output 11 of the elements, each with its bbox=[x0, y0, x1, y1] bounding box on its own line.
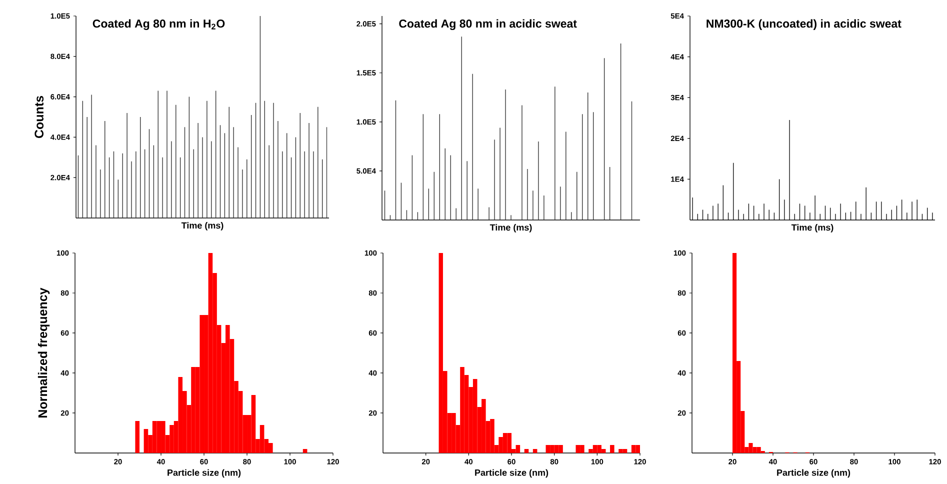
chart-title: NM300-K (uncoated) in acidic sweat bbox=[706, 19, 902, 30]
chart-title: Coated Ag 80 nm in H$_{2}$O bbox=[92, 19, 225, 30]
x-axis-title: Time (ms) bbox=[181, 222, 224, 230]
x-axis-title: Time (ms) bbox=[791, 224, 834, 232]
y-axis-title: Normalized frequency bbox=[38, 288, 50, 418]
x-axis-title: Particle size (nm) bbox=[168, 469, 241, 478]
y-axis-title: Counts bbox=[34, 96, 44, 138]
x-axis-title: Time (ms) bbox=[490, 224, 532, 232]
chart-title: Coated Ag 80 nm in acidic sweat bbox=[399, 19, 577, 30]
x-axis-title: Particle size (nm) bbox=[475, 469, 548, 478]
x-axis-title: Particle size (nm) bbox=[777, 469, 850, 478]
